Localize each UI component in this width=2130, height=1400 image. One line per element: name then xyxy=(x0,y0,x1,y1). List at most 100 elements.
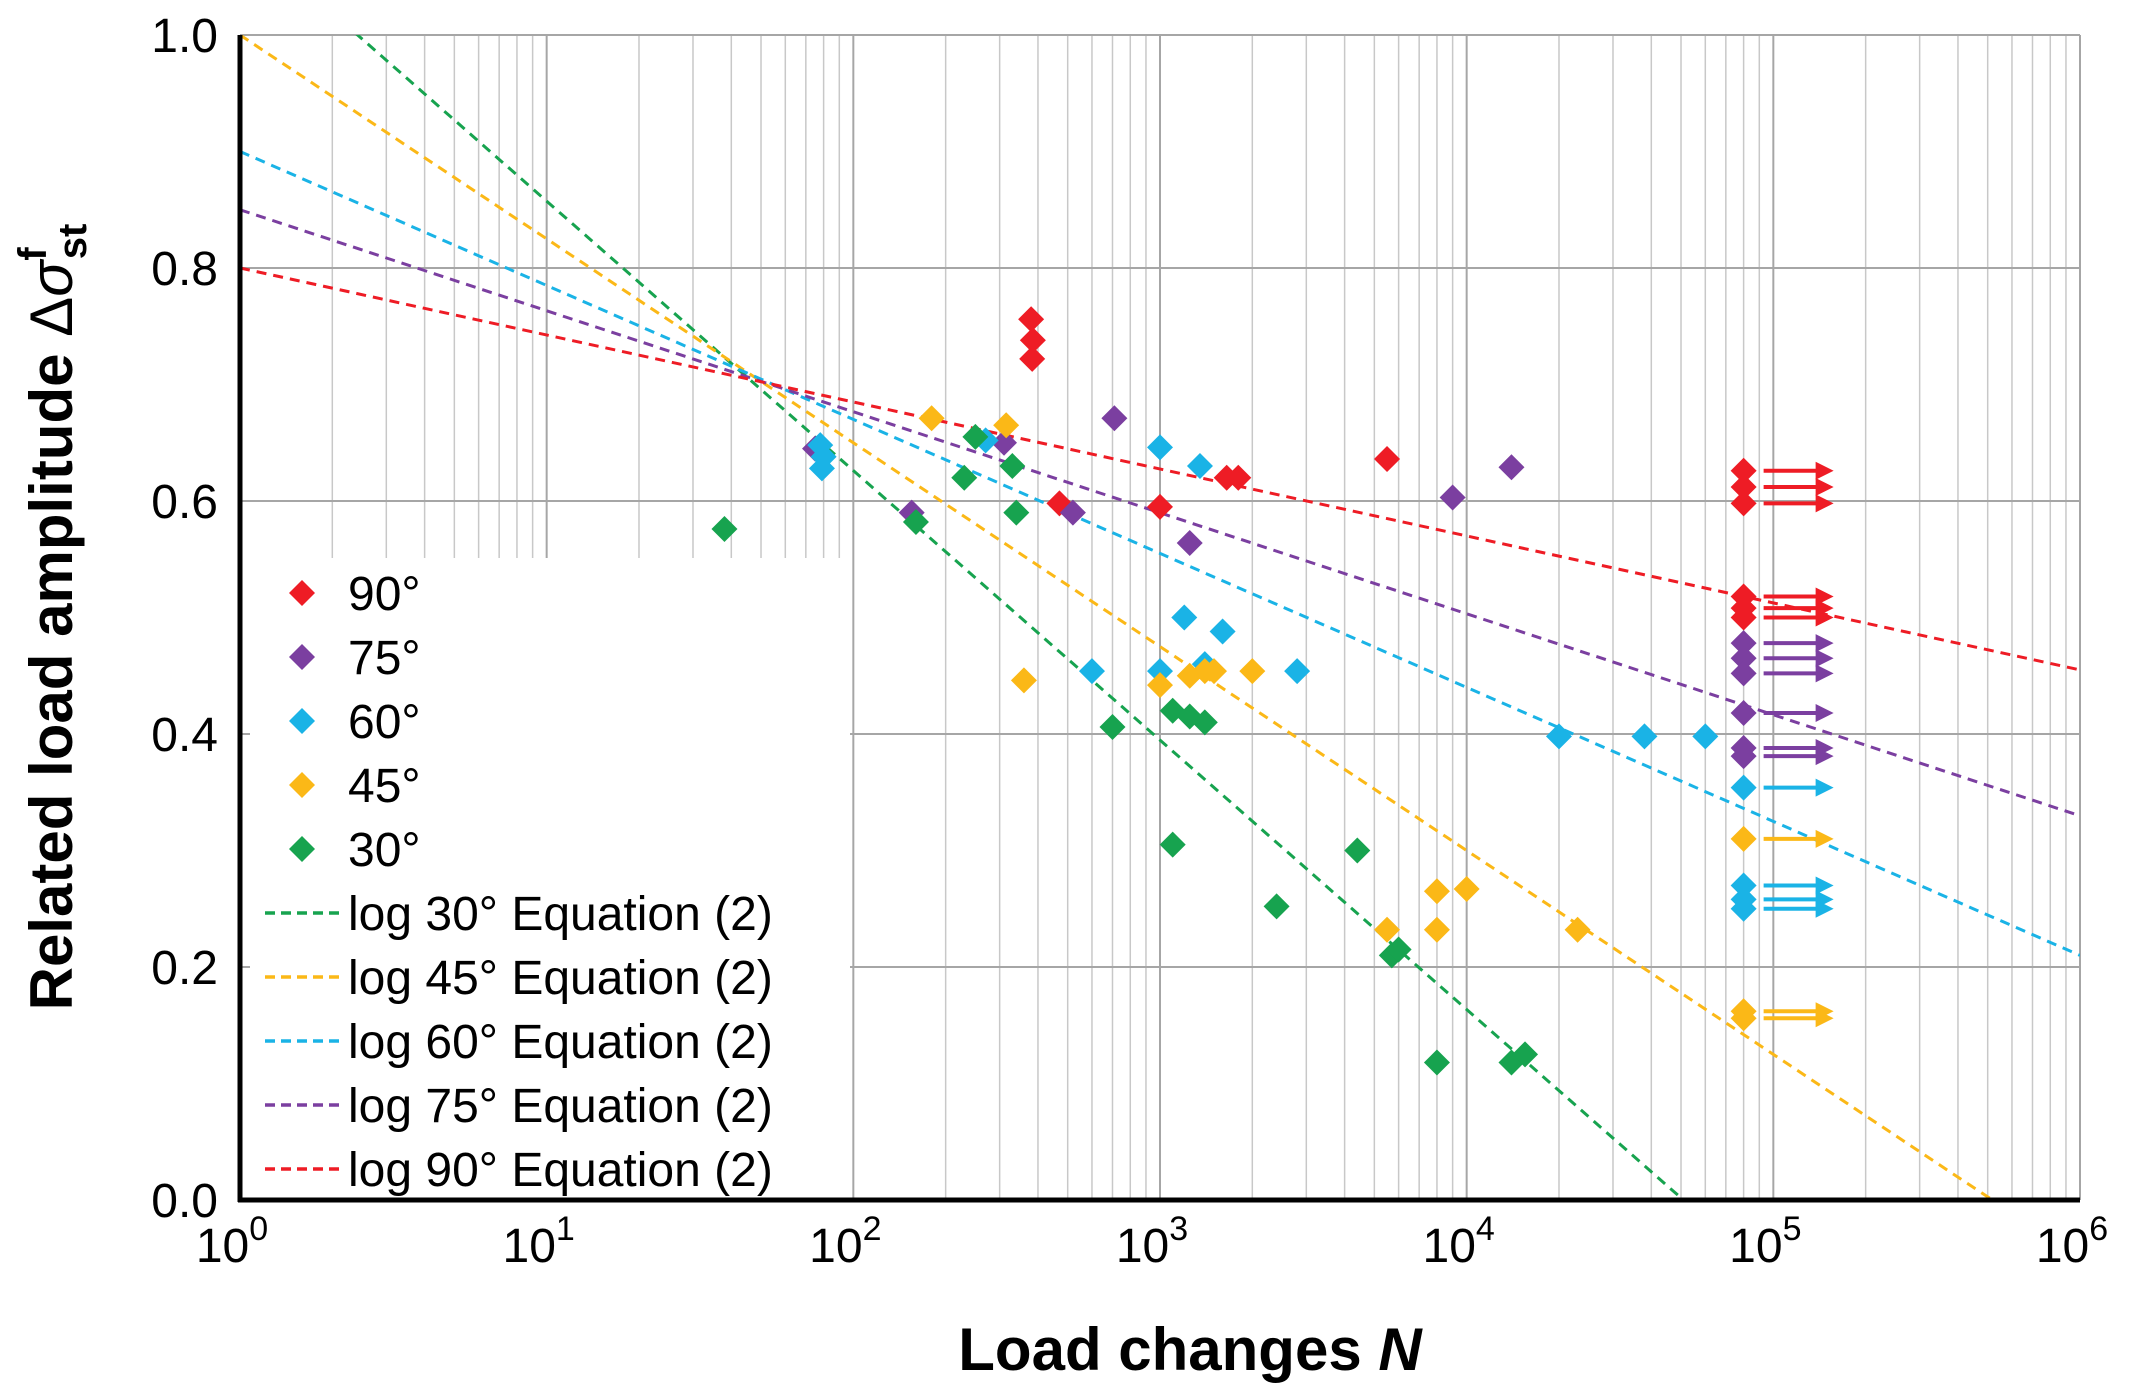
data-point xyxy=(1010,667,1037,694)
y-axis-title-sigma: σ xyxy=(18,258,85,297)
x-axis-title-text: Load changes xyxy=(958,1316,1378,1383)
runout-arrow-head xyxy=(1815,876,1834,895)
data-point xyxy=(711,515,738,542)
legend-box xyxy=(250,558,850,1198)
x-tick-label: 101 xyxy=(503,1210,575,1273)
x-tick-base: 10 xyxy=(2036,1220,2089,1273)
data-point xyxy=(1059,499,1086,526)
data-point xyxy=(1730,825,1757,852)
runout-arrows xyxy=(1763,461,1834,1028)
legend-label: 90° xyxy=(348,568,421,621)
legend-marker xyxy=(289,644,315,670)
data-point xyxy=(1631,723,1658,750)
x-tick-label: 102 xyxy=(809,1210,881,1273)
fit-line xyxy=(355,35,1685,1200)
data-point xyxy=(1730,457,1757,484)
data-point xyxy=(1385,936,1412,963)
data-point xyxy=(1498,454,1525,481)
y-axis-title-delta: Δ xyxy=(18,297,85,337)
data-point xyxy=(1423,1049,1450,1076)
data-point xyxy=(1730,872,1757,899)
data-point xyxy=(1201,658,1228,685)
fit-lines xyxy=(240,35,2080,1200)
fit-line xyxy=(240,266,2080,672)
data-point xyxy=(1423,878,1450,905)
legend: 90° 75° 60° 45° 30° log 30° Equation (2) log 4… xyxy=(265,568,773,1197)
data-point xyxy=(1730,774,1757,801)
data-point xyxy=(1147,493,1173,520)
y-tick-labels: 0.0 0.2 0.4 0.6 0.8 1.0 xyxy=(151,10,218,1228)
data-point xyxy=(1186,453,1213,480)
data-point xyxy=(999,453,1026,480)
legend-label: 45° xyxy=(348,760,421,813)
y-axis-title: Related load amplitude Δσfst xyxy=(11,224,95,1011)
data-point xyxy=(902,508,929,535)
x-tick-base: 10 xyxy=(809,1220,862,1273)
runout-arrow-head xyxy=(1815,494,1834,513)
data-point xyxy=(1176,529,1203,556)
fit-line xyxy=(240,35,1994,1200)
data-point xyxy=(1147,658,1173,685)
data-point xyxy=(1078,658,1105,685)
data-point xyxy=(1730,743,1757,770)
x-tick-exponent: 5 xyxy=(1783,1210,1802,1248)
y-axis-title-sup: f xyxy=(11,247,55,261)
runout-arrow-head xyxy=(1815,778,1834,797)
data-point xyxy=(1147,434,1173,461)
y-tick-label: 0.8 xyxy=(151,243,218,296)
data-point xyxy=(1730,490,1757,517)
data-point xyxy=(918,405,945,432)
data-point xyxy=(1225,464,1252,491)
legend-marker xyxy=(289,580,315,606)
fit-line xyxy=(240,150,2080,957)
legend-label: log 60° Equation (2) xyxy=(348,1016,773,1069)
data-point xyxy=(1147,672,1173,699)
data-point xyxy=(1730,895,1757,922)
runout-arrow-head xyxy=(1815,829,1834,848)
data-point xyxy=(962,423,989,450)
data-point xyxy=(1018,306,1045,333)
data-point xyxy=(1284,658,1311,685)
data-point xyxy=(1263,893,1290,920)
data-point xyxy=(951,464,978,491)
x-tick-base: 10 xyxy=(1116,1220,1169,1273)
data-point xyxy=(1692,723,1719,750)
data-point xyxy=(991,429,1018,456)
data-point xyxy=(1423,916,1450,943)
legend-label: log 75° Equation (2) xyxy=(348,1080,773,1133)
legend-marker xyxy=(289,708,315,734)
legend-label: log 90° Equation (2) xyxy=(348,1144,773,1197)
legend-marker xyxy=(289,836,315,862)
data-point xyxy=(1439,484,1466,511)
y-axis-title-sub: st xyxy=(51,224,95,260)
x-axis-title-variable: N xyxy=(1378,1316,1423,1383)
x-tick-label: 103 xyxy=(1116,1210,1188,1273)
data-point xyxy=(1003,499,1030,526)
y-axis-title-text: Related load amplitude xyxy=(18,337,85,1010)
x-axis-title: Load changes N xyxy=(958,1316,1423,1383)
x-tick-label: 104 xyxy=(1423,1210,1495,1273)
data-point xyxy=(1545,723,1572,750)
legend-label: log 30° Equation (2) xyxy=(348,888,773,941)
x-tick-base: 10 xyxy=(503,1220,556,1273)
x-tick-label: 100 xyxy=(196,1210,268,1273)
x-tick-label: 105 xyxy=(1729,1210,1801,1273)
data-point xyxy=(1730,645,1757,672)
data-point xyxy=(1019,345,1046,372)
data-point xyxy=(1374,446,1401,473)
data-point xyxy=(1730,1005,1757,1032)
x-tick-base: 10 xyxy=(196,1220,249,1273)
data-point xyxy=(1019,327,1046,354)
data-point xyxy=(1344,837,1371,864)
runout-arrow-head xyxy=(1815,649,1834,668)
data-point xyxy=(1099,714,1126,741)
y-tick-label: 0.0 xyxy=(151,1175,218,1228)
data-point xyxy=(1239,658,1266,685)
y-tick-label: 0.4 xyxy=(151,709,218,762)
data-point xyxy=(1730,630,1757,657)
legend-label: log 45° Equation (2) xyxy=(348,952,773,1005)
x-tick-exponent: 4 xyxy=(1476,1210,1495,1248)
runout-arrow-head xyxy=(1815,634,1834,653)
x-tick-exponent: 3 xyxy=(1169,1210,1188,1248)
